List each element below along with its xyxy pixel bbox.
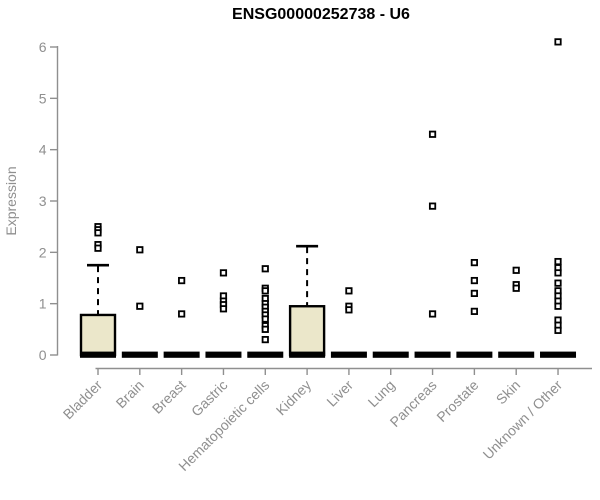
outlier-point-prostate	[470, 289, 478, 298]
outlier-point-hematopoietic-cells	[261, 265, 269, 273]
box-bladder	[79, 313, 117, 357]
x-axis-label-lung: Lung	[365, 377, 398, 410]
median-bar-kidney	[289, 351, 326, 358]
outlier-point-brain	[136, 302, 144, 310]
y-axis-tick-label: 2	[39, 244, 47, 260]
box-kidney	[288, 305, 326, 357]
outlier-point-liver	[345, 306, 353, 314]
x-axis-label-unknown-other: Unknown / Other	[480, 377, 566, 463]
x-axis-label-skin: Skin	[493, 377, 524, 408]
median-bar-unknown-other	[540, 351, 577, 358]
y-axis-tick-label: 1	[39, 296, 47, 312]
median-bar-hematopoietic-cells	[247, 351, 284, 358]
outlier-point-pancreas	[428, 130, 437, 138]
x-axis-label-prostate: Prostate	[433, 377, 481, 425]
outlier-point-breast	[178, 310, 186, 318]
outlier-point-brain	[136, 246, 144, 254]
outlier-point-bladder	[94, 244, 102, 252]
x-axis-label-kidney: Kidney	[273, 377, 315, 419]
outlier-point-skin	[512, 284, 520, 292]
median-bar-skin	[498, 351, 535, 358]
median-bar-liver	[330, 351, 367, 358]
outlier-point-bladder	[94, 229, 102, 237]
y-axis-tick-label: 4	[39, 142, 47, 158]
outlier-point-gastric	[219, 305, 228, 313]
outlier-point-gastric	[219, 269, 228, 277]
median-bar-prostate	[456, 351, 493, 358]
outlier-point-prostate	[470, 307, 478, 315]
median-bar-brain	[121, 351, 158, 358]
x-axis-label-breast: Breast	[149, 377, 189, 417]
outlier-point-hematopoietic-cells	[261, 325, 269, 333]
outlier-point-unknown-other	[554, 326, 562, 334]
outlier-point-unknown-other	[554, 279, 562, 287]
chart-title: ENSG00000252738 - U6	[232, 6, 410, 23]
median-bar-breast	[163, 351, 200, 358]
y-axis-tick-label: 3	[39, 193, 47, 209]
outlier-point-skin	[512, 266, 520, 274]
outlier-point-hematopoietic-cells	[261, 336, 269, 344]
outlier-point-prostate	[470, 259, 478, 267]
y-axis-tick-label: 5	[39, 90, 47, 106]
x-axis-label-bladder: Bladder	[60, 377, 106, 423]
median-bar-pancreas	[414, 351, 451, 358]
outlier-point-unknown-other	[554, 38, 562, 46]
outlier-point-hematopoietic-cells	[261, 287, 269, 295]
y-axis-tick-label: 6	[39, 39, 47, 55]
outlier-point-pancreas	[428, 310, 437, 318]
outlier-point-hematopoietic-cells	[261, 315, 269, 323]
x-axis-label-liver: Liver	[323, 377, 356, 410]
outlier-point-prostate	[470, 276, 478, 285]
outlier-point-breast	[178, 276, 186, 285]
outlier-point-liver	[345, 287, 353, 295]
median-bar-lung	[372, 351, 409, 358]
median-bar-bladder	[80, 351, 116, 358]
outlier-point-pancreas	[428, 202, 437, 210]
outlier-point-unknown-other	[554, 302, 562, 310]
median-bar-gastric	[205, 351, 242, 358]
outlier-point-unknown-other	[554, 269, 562, 277]
y-axis-tick-label: 0	[39, 347, 47, 363]
x-axis-label-brain: Brain	[113, 377, 147, 411]
outlier-point-unknown-other	[554, 257, 562, 266]
